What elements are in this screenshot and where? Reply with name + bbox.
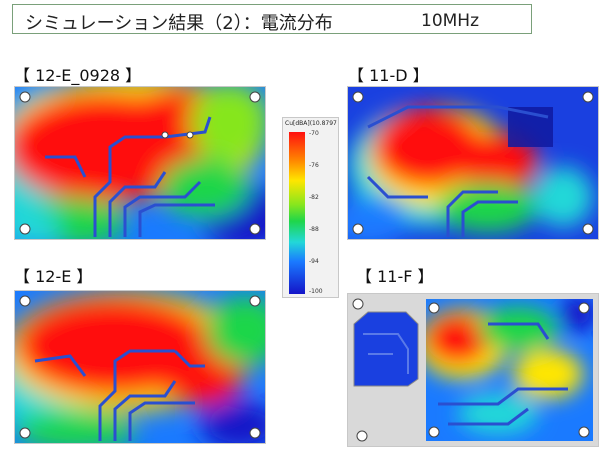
colorbar-tick: -76 xyxy=(309,162,319,169)
current-map-11-F xyxy=(347,293,599,447)
colorbar-title: Cu[dBA](10.8797 xyxy=(285,120,337,127)
slide-title: シミュレーション結果（2）：電流分布 xyxy=(25,13,333,34)
frequency-label: 10MHz xyxy=(421,11,480,31)
panel-label-11-F: 【 11-F 】 xyxy=(356,267,434,286)
current-map-12-E-0928 xyxy=(14,86,266,240)
colorbar-tick: -94 xyxy=(309,258,319,265)
current-map-12-E xyxy=(14,290,266,444)
title-box: シミュレーション結果（2）：電流分布 10MHz xyxy=(12,4,532,34)
current-map-11-D xyxy=(347,86,599,240)
colorbar-tick: -88 xyxy=(309,226,319,233)
panel-label-11-D: 【 11-D 】 xyxy=(348,66,429,85)
colorbar-tick: -100 xyxy=(309,288,323,295)
panel-label-12-E-0928: 【 12-E_0928 】 xyxy=(14,66,142,85)
colorbar-legend: Cu[dBA](10.8797 -70 -76 -82 -88 -94 -100 xyxy=(282,117,339,298)
colorbar-gradient xyxy=(289,132,305,294)
colorbar-tick: -70 xyxy=(309,130,319,137)
panel-label-12-E: 【 12-E 】 xyxy=(14,267,93,286)
colorbar-tick: -82 xyxy=(309,194,319,201)
